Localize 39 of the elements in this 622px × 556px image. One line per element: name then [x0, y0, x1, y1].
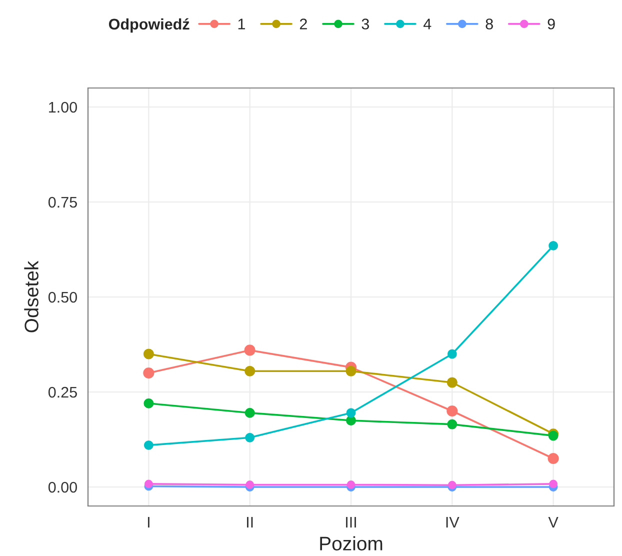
point — [144, 480, 153, 488]
point — [346, 408, 356, 418]
legend-title: Odpowiedź — [108, 18, 190, 33]
point — [245, 432, 255, 442]
x-tick-label: III — [346, 516, 356, 528]
legend-label: 8 — [486, 18, 493, 30]
point — [144, 440, 154, 450]
point — [346, 366, 356, 376]
x-tick-label: V — [548, 516, 558, 528]
y-tick-label: 0.25 — [48, 386, 77, 398]
y-tick-label: 1.00 — [49, 102, 77, 113]
point — [446, 405, 458, 417]
point — [549, 480, 558, 488]
point — [143, 367, 154, 379]
point — [346, 480, 356, 489]
legend-label: 9 — [548, 18, 555, 30]
y-tick-label: 0.75 — [48, 196, 77, 208]
y-tick-label: 0.50 — [48, 292, 77, 303]
x-tick-label: II — [247, 516, 253, 528]
y-tick-label: 0.00 — [48, 482, 77, 493]
x-tick-label: I — [148, 516, 150, 528]
point — [246, 480, 254, 489]
point — [244, 344, 256, 356]
point — [143, 348, 154, 360]
legend-label: 1 — [238, 18, 245, 30]
y-axis-title: Odsetek — [24, 260, 38, 332]
point — [244, 366, 256, 376]
point — [144, 398, 154, 408]
point — [446, 377, 458, 388]
point — [548, 452, 559, 464]
legend-label: 2 — [300, 18, 307, 30]
legend-label: 4 — [423, 18, 432, 30]
point — [447, 419, 458, 430]
point — [548, 240, 558, 250]
x-tick-label: IV — [446, 516, 460, 528]
point — [447, 349, 457, 359]
legend-label: 3 — [362, 18, 369, 30]
point — [244, 408, 255, 418]
x-axis-title: Poziom — [320, 536, 382, 550]
